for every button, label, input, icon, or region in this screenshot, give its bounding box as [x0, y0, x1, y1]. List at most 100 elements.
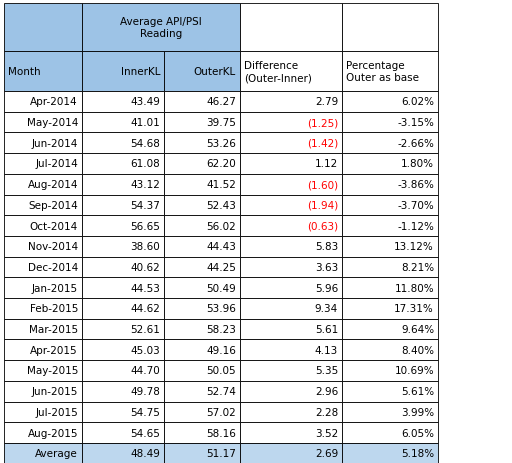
Bar [164, 257, 240, 278]
Bar [4, 360, 82, 381]
Text: Jul-2015: Jul-2015 [35, 407, 78, 417]
Text: 39.75: 39.75 [206, 118, 236, 128]
Bar [4, 401, 82, 422]
Bar [164, 133, 240, 154]
Text: (1.25): (1.25) [307, 118, 338, 128]
Text: Jun-2015: Jun-2015 [32, 386, 78, 396]
Text: 49.16: 49.16 [206, 345, 236, 355]
Bar [164, 113, 240, 133]
Bar [82, 278, 164, 298]
Bar [240, 175, 342, 195]
Bar [4, 340, 82, 360]
Bar [82, 237, 164, 257]
Bar [82, 52, 164, 92]
Bar [164, 360, 240, 381]
Bar [4, 4, 82, 52]
Text: 48.49: 48.49 [130, 448, 160, 458]
Text: Feb-2015: Feb-2015 [30, 304, 78, 313]
Bar [342, 381, 438, 401]
Text: Jun-2014: Jun-2014 [32, 138, 78, 149]
Bar [240, 195, 342, 216]
Bar [164, 154, 240, 175]
Text: 43.12: 43.12 [130, 180, 160, 190]
Bar [82, 257, 164, 278]
Bar [164, 443, 240, 463]
Bar [82, 216, 164, 237]
Bar [240, 257, 342, 278]
Text: 2.28: 2.28 [315, 407, 338, 417]
Text: 6.02%: 6.02% [401, 97, 434, 107]
Text: 10.69%: 10.69% [394, 366, 434, 375]
Bar [240, 381, 342, 401]
Bar [82, 154, 164, 175]
Text: 4.13: 4.13 [315, 345, 338, 355]
Bar [4, 278, 82, 298]
Bar [240, 113, 342, 133]
Bar [342, 319, 438, 340]
Bar [82, 175, 164, 195]
Bar [342, 422, 438, 443]
Bar [82, 401, 164, 422]
Text: 38.60: 38.60 [130, 242, 160, 252]
Bar [342, 443, 438, 463]
Text: Mar-2015: Mar-2015 [29, 325, 78, 334]
Text: -2.66%: -2.66% [397, 138, 434, 149]
Bar [240, 360, 342, 381]
Bar [164, 298, 240, 319]
Bar [342, 278, 438, 298]
Text: 2.96: 2.96 [315, 386, 338, 396]
Bar [240, 154, 342, 175]
Text: Sep-2014: Sep-2014 [28, 200, 78, 210]
Bar [240, 278, 342, 298]
Bar [4, 92, 82, 113]
Text: 44.62: 44.62 [130, 304, 160, 313]
Bar [240, 319, 342, 340]
Text: 43.49: 43.49 [130, 97, 160, 107]
Bar [342, 298, 438, 319]
Text: 52.74: 52.74 [206, 386, 236, 396]
Bar [164, 381, 240, 401]
Text: 57.02: 57.02 [206, 407, 236, 417]
Text: 56.65: 56.65 [130, 221, 160, 231]
Text: 5.83: 5.83 [315, 242, 338, 252]
Bar [342, 360, 438, 381]
Text: 17.31%: 17.31% [394, 304, 434, 313]
Text: 3.52: 3.52 [315, 428, 338, 438]
Bar [240, 237, 342, 257]
Bar [240, 52, 342, 92]
Bar [342, 52, 438, 92]
Text: 54.65: 54.65 [130, 428, 160, 438]
Bar [82, 360, 164, 381]
Bar [4, 195, 82, 216]
Bar [164, 422, 240, 443]
Bar [4, 298, 82, 319]
Text: Percentage
Outer as base: Percentage Outer as base [346, 61, 419, 83]
Text: Month: Month [8, 67, 40, 77]
Text: -3.86%: -3.86% [397, 180, 434, 190]
Text: 6.05%: 6.05% [401, 428, 434, 438]
Text: 41.52: 41.52 [206, 180, 236, 190]
Bar [342, 113, 438, 133]
Bar [342, 133, 438, 154]
Bar [4, 113, 82, 133]
Bar [240, 340, 342, 360]
Text: 49.78: 49.78 [130, 386, 160, 396]
Text: 62.20: 62.20 [206, 159, 236, 169]
Bar [4, 443, 82, 463]
Text: (1.60): (1.60) [307, 180, 338, 190]
Bar [164, 216, 240, 237]
Bar [164, 92, 240, 113]
Bar [82, 133, 164, 154]
Bar [240, 216, 342, 237]
Text: 5.35: 5.35 [315, 366, 338, 375]
Text: 5.18%: 5.18% [401, 448, 434, 458]
Bar [342, 216, 438, 237]
Text: 9.34: 9.34 [315, 304, 338, 313]
Bar [342, 154, 438, 175]
Bar [82, 298, 164, 319]
Text: -1.12%: -1.12% [397, 221, 434, 231]
Text: Aug-2015: Aug-2015 [28, 428, 78, 438]
Bar [342, 175, 438, 195]
Text: 53.26: 53.26 [206, 138, 236, 149]
Text: InnerKL: InnerKL [120, 67, 160, 77]
